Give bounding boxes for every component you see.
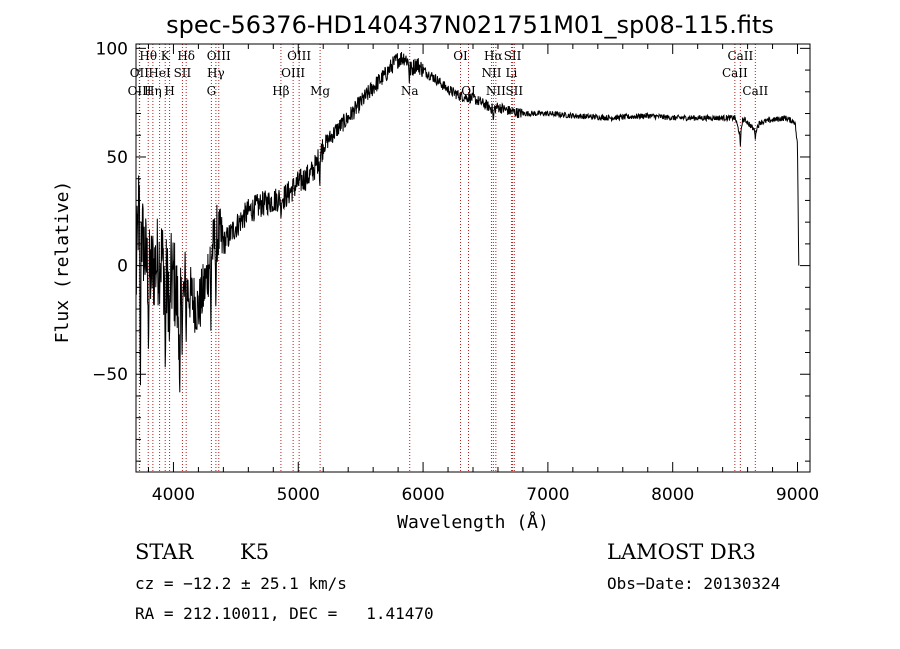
- line-label: Mg: [310, 84, 330, 98]
- line-label: OIII: [281, 66, 305, 80]
- y-tick-label: 0: [117, 257, 128, 277]
- spectral-line-markers: [138, 44, 756, 472]
- line-label: Na: [401, 84, 419, 98]
- y-tick-label: −50: [92, 365, 128, 385]
- line-label: Hγ: [207, 66, 225, 80]
- line-label: OIII: [207, 49, 231, 63]
- line-label: H: [164, 84, 174, 98]
- line-label: CaII: [727, 49, 753, 63]
- y-tick-label: 100: [96, 39, 128, 59]
- x-tick-label: 9000: [776, 485, 819, 505]
- spectrum-trace: [135, 51, 800, 393]
- plot-frame: [135, 43, 811, 473]
- observation-date: Obs−Date: 20130324: [607, 574, 781, 593]
- survey-name: LAMOST DR3: [607, 540, 756, 564]
- coordinates-readout: RA = 212.10011, DEC = 1.41470: [135, 604, 434, 623]
- line-label: G: [207, 84, 217, 98]
- x-tick-label: 8000: [651, 485, 694, 505]
- line-label: SII: [504, 49, 522, 63]
- y-axis-label: Flux (relative): [52, 181, 73, 344]
- y-axis: 100 50 0 −50: [92, 39, 810, 462]
- x-tick-label: 5000: [277, 485, 320, 505]
- chart-title: spec-56376-HD140437N021751M01_sp08-115.f…: [166, 11, 774, 39]
- line-label: NII: [486, 84, 506, 98]
- line-label: K: [161, 49, 171, 63]
- line-label: Hα: [484, 49, 503, 63]
- line-label: CaII: [722, 66, 748, 80]
- line-label: OIII: [287, 49, 311, 63]
- line-label: HeI: [148, 66, 171, 80]
- object-subclass: K5: [240, 540, 270, 564]
- x-tick-label: 4000: [152, 485, 195, 505]
- line-label: NII: [481, 66, 501, 80]
- line-label: Hη: [144, 84, 162, 98]
- redshift-readout: cz = −12.2 ± 25.1 km/s: [135, 574, 347, 593]
- x-tick-label: 6000: [401, 485, 444, 505]
- line-label: SII: [174, 66, 192, 80]
- y-tick-label: 50: [106, 148, 128, 168]
- line-label: Hβ: [272, 84, 289, 98]
- x-tick-label: 7000: [526, 485, 569, 505]
- x-axis: 4000 5000 6000 7000 8000 9000: [147, 44, 819, 505]
- line-label: SII: [505, 84, 523, 98]
- line-label: OI: [453, 49, 468, 63]
- line-label: Hδ: [177, 49, 195, 63]
- line-label: OII: [130, 66, 150, 80]
- object-class: STAR: [135, 540, 194, 564]
- line-label: Li: [506, 66, 518, 80]
- line-label: CaII: [742, 84, 768, 98]
- line-label: Hθ: [139, 49, 157, 63]
- line-label: OIII: [128, 84, 152, 98]
- x-axis-label: Wavelength (Å): [397, 511, 549, 533]
